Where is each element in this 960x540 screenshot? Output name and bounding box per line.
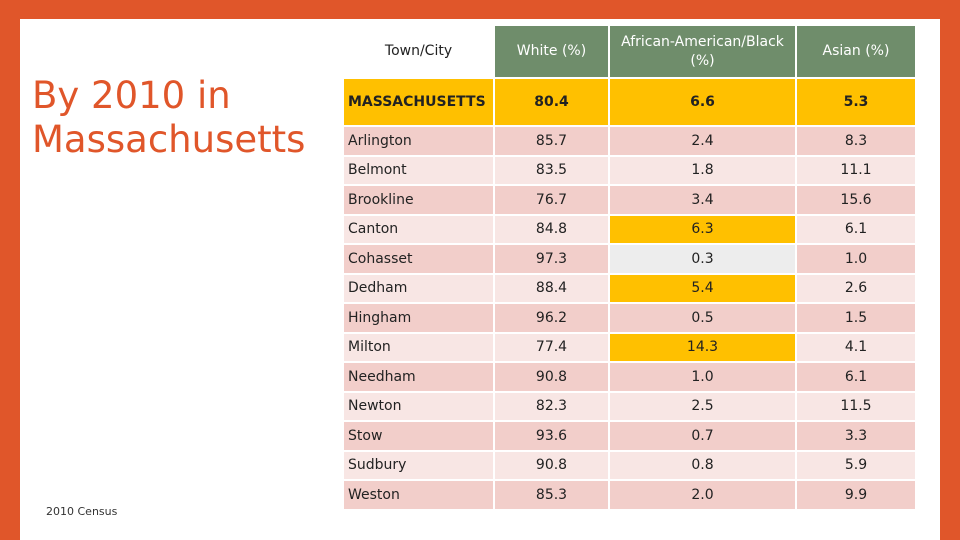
cell-asian: 8.3 xyxy=(797,127,915,155)
cell-white: 76.7 xyxy=(495,186,608,214)
cell-town: Hingham xyxy=(344,304,493,332)
cell-asian: 4.1 xyxy=(797,333,915,361)
cell-black: 0.8 xyxy=(610,451,795,479)
cell-town: Sudbury xyxy=(344,451,493,479)
table-row: Belmont 83.5 1.8 11.1 xyxy=(344,156,915,184)
table-row: Brookline 76.7 3.4 15.6 xyxy=(344,186,915,214)
cell-black: 5.4 xyxy=(610,274,795,302)
cell-asian: 2.6 xyxy=(797,274,915,302)
cell-black: 1.8 xyxy=(610,156,795,184)
table-row: Arlington 85.7 2.4 8.3 xyxy=(344,127,915,155)
cell-town: Needham xyxy=(344,363,493,391)
table-row: Cohasset 97.3 0.3 1.0 xyxy=(344,245,915,273)
table-row: Milton 77.4 14.3 4.1 xyxy=(344,333,915,361)
cell-town: Arlington xyxy=(344,127,493,155)
cell-asian: 11.1 xyxy=(797,156,915,184)
cell-white: 80.4 xyxy=(495,79,608,125)
header-black: African-American/Black (%) xyxy=(610,26,795,77)
cell-town: Cohasset xyxy=(344,245,493,273)
cell-town: Weston xyxy=(344,481,493,509)
cell-town: Dedham xyxy=(344,274,493,302)
cell-white: 85.7 xyxy=(495,127,608,155)
cell-black: 2.4 xyxy=(610,127,795,155)
cell-town: Brookline xyxy=(344,186,493,214)
cell-black: 6.3 xyxy=(610,215,795,243)
cell-asian: 6.1 xyxy=(797,363,915,391)
cell-black: 0.7 xyxy=(610,422,795,450)
cell-asian: 3.3 xyxy=(797,422,915,450)
table-row: Dedham 88.4 5.4 2.6 xyxy=(344,274,915,302)
title-line-1: By 2010 in xyxy=(32,74,231,117)
cell-asian: 15.6 xyxy=(797,186,915,214)
cell-black: 2.5 xyxy=(610,392,795,420)
slide: By 2010 in Massachusetts 2010 Census Tow… xyxy=(20,19,940,540)
header-asian: Asian (%) xyxy=(797,26,915,77)
cell-black: 1.0 xyxy=(610,363,795,391)
cell-asian: 9.9 xyxy=(797,481,915,509)
cell-town: Stow xyxy=(344,422,493,450)
cell-white: 83.5 xyxy=(495,156,608,184)
cell-white: 77.4 xyxy=(495,333,608,361)
header-row: Town/City White (%) African-American/Bla… xyxy=(344,26,915,77)
cell-asian: 5.9 xyxy=(797,451,915,479)
cell-black: 6.6 xyxy=(610,79,795,125)
cell-town: Canton xyxy=(344,215,493,243)
cell-black: 2.0 xyxy=(610,481,795,509)
cell-white: 85.3 xyxy=(495,481,608,509)
cell-white: 88.4 xyxy=(495,274,608,302)
cell-white: 93.6 xyxy=(495,422,608,450)
cell-asian: 11.5 xyxy=(797,392,915,420)
cell-white: 97.3 xyxy=(495,245,608,273)
cell-town: Belmont xyxy=(344,156,493,184)
title-line-2: Massachusetts xyxy=(32,118,306,161)
cell-town: Newton xyxy=(344,392,493,420)
table-row: Weston 85.3 2.0 9.9 xyxy=(344,481,915,509)
table-row: Canton 84.8 6.3 6.1 xyxy=(344,215,915,243)
cell-black: 3.4 xyxy=(610,186,795,214)
table-row: Stow 93.6 0.7 3.3 xyxy=(344,422,915,450)
cell-asian: 5.3 xyxy=(797,79,915,125)
cell-town: Milton xyxy=(344,333,493,361)
table-row: Needham 90.8 1.0 6.1 xyxy=(344,363,915,391)
cell-black: 14.3 xyxy=(610,333,795,361)
cell-white: 96.2 xyxy=(495,304,608,332)
cell-white: 84.8 xyxy=(495,215,608,243)
cell-black: 0.5 xyxy=(610,304,795,332)
cell-asian: 6.1 xyxy=(797,215,915,243)
table-row: Sudbury 90.8 0.8 5.9 xyxy=(344,451,915,479)
header-town: Town/City xyxy=(344,26,493,77)
header-white: White (%) xyxy=(495,26,608,77)
slide-title: By 2010 in Massachusetts xyxy=(32,74,332,162)
cell-black: 0.3 xyxy=(610,245,795,273)
cell-white: 82.3 xyxy=(495,392,608,420)
table-row: Newton 82.3 2.5 11.5 xyxy=(344,392,915,420)
table-row: Hingham 96.2 0.5 1.5 xyxy=(344,304,915,332)
cell-white: 90.8 xyxy=(495,363,608,391)
cell-asian: 1.5 xyxy=(797,304,915,332)
demographics-table: Town/City White (%) African-American/Bla… xyxy=(342,24,917,511)
cell-white: 90.8 xyxy=(495,451,608,479)
cell-town: MASSACHUSETTS xyxy=(344,79,493,125)
state-row: MASSACHUSETTS 80.4 6.6 5.3 xyxy=(344,79,915,125)
cell-asian: 1.0 xyxy=(797,245,915,273)
source-caption: 2010 Census xyxy=(46,505,118,518)
